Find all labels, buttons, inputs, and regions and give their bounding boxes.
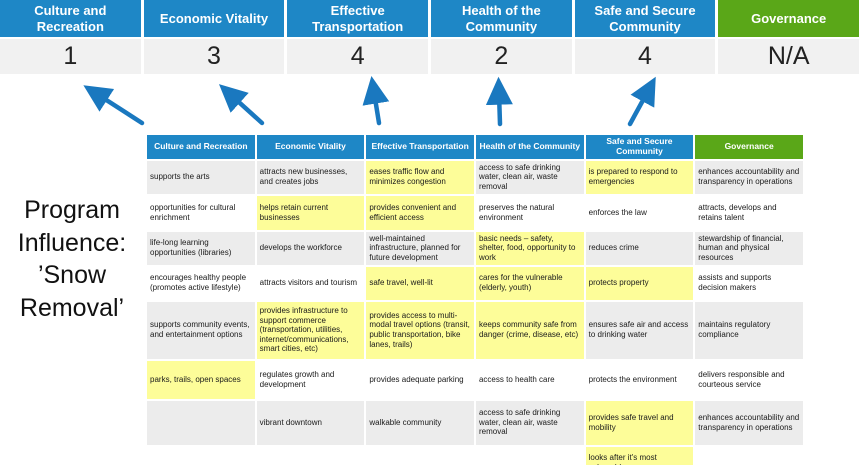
matrix-cell: develops the workforce bbox=[256, 231, 365, 265]
matrix-cell: enhances accountability and transparency… bbox=[695, 160, 803, 194]
matrix-cell: opportunities for cultural enrichment bbox=[147, 195, 255, 230]
matrix-row: supports the arts attracts new businesses… bbox=[147, 160, 803, 194]
matrix-cell: looks after it's most vulnerable bbox=[585, 446, 694, 465]
matrix-cell: supports community events, and entertain… bbox=[147, 301, 255, 359]
matrix-cell bbox=[147, 400, 255, 445]
priority-header-cell: Economic Vitality bbox=[143, 0, 285, 37]
matrix-cell: delivers responsible and courteous servi… bbox=[695, 360, 803, 399]
matrix-cell: regulates growth and development bbox=[256, 360, 365, 399]
matrix-cell: walkable community bbox=[366, 400, 474, 445]
arrow-culture-recreation bbox=[83, 85, 145, 126]
matrix-cell: supports the arts bbox=[147, 160, 255, 194]
priority-header-cell: Culture and Recreation bbox=[0, 0, 141, 37]
matrix-cell: vibrant downtown bbox=[256, 400, 365, 445]
matrix-cell: parks, trails, open spaces bbox=[147, 360, 255, 399]
matrix-cell: cares for the vulnerable (elderly, youth… bbox=[475, 266, 584, 300]
influence-matrix-table: Culture and Recreation Economic Vitality E… bbox=[145, 133, 805, 465]
matrix-cell: enforces the law bbox=[585, 195, 694, 230]
matrix-cell: helps retain current businesses bbox=[256, 195, 365, 230]
matrix-cell: access to health care bbox=[475, 360, 584, 399]
matrix-cell: provides convenient and efficient access bbox=[366, 195, 474, 230]
matrix-cell: is prepared to respond to emergencies bbox=[585, 160, 694, 194]
matrix-cell bbox=[366, 446, 474, 465]
priority-banner: Culture and Recreation Economic Vitality E… bbox=[0, 0, 859, 74]
matrix-cell: enhances accountability and transparency… bbox=[695, 400, 803, 445]
priority-header-cell: Health of the Community bbox=[431, 0, 572, 37]
matrix-row: encourages healthy people (promotes acti… bbox=[147, 266, 803, 300]
arrow-health-community bbox=[485, 76, 513, 127]
matrix-header-cell: Culture and Recreation bbox=[147, 135, 255, 159]
matrix-cell: provides safe travel and mobility bbox=[585, 400, 694, 445]
priority-score-cell: 4 bbox=[574, 39, 716, 74]
matrix-cell: encourages healthy people (promotes acti… bbox=[147, 266, 255, 300]
matrix-cell: safe travel, well-lit bbox=[366, 266, 474, 300]
matrix-cell: access to safe drinking water, clean air… bbox=[475, 160, 584, 194]
matrix-header-cell: Health of the Community bbox=[475, 135, 584, 159]
matrix-cell bbox=[256, 446, 365, 465]
matrix-cell: attracts visitors and tourism bbox=[256, 266, 365, 300]
matrix-row: opportunities for cultural enrichment hel… bbox=[147, 195, 803, 230]
matrix-cell: well-maintained infrastructure, planned … bbox=[366, 231, 474, 265]
matrix-header-cell: Governance bbox=[695, 135, 803, 159]
matrix-cell: life-long learning opportunities (librar… bbox=[147, 231, 255, 265]
priority-score-cell: 2 bbox=[431, 39, 572, 74]
matrix-cell: reduces crime bbox=[585, 231, 694, 265]
matrix-cell: access to safe drinking water, clean air… bbox=[475, 400, 584, 445]
matrix-cell bbox=[475, 446, 584, 465]
matrix-cell: stewardship of financial, human and phys… bbox=[695, 231, 803, 265]
matrix-cell: assists and supports decision makers bbox=[695, 266, 803, 300]
priority-score-cell: 1 bbox=[0, 39, 141, 74]
matrix-row: vibrant downtown walkable community access… bbox=[147, 400, 803, 445]
matrix-cell: attracts, develops and retains talent bbox=[695, 195, 803, 230]
matrix-row: life-long learning opportunities (librar… bbox=[147, 231, 803, 265]
matrix-header-row: Culture and Recreation Economic Vitality E… bbox=[147, 135, 803, 159]
matrix-cell: preserves the natural environment bbox=[475, 195, 584, 230]
matrix-row: looks after it's most vulnerable bbox=[147, 446, 803, 465]
matrix-row: supports community events, and entertain… bbox=[147, 301, 803, 359]
matrix-cell: provides adequate parking bbox=[366, 360, 474, 399]
matrix-header-cell: Economic Vitality bbox=[256, 135, 365, 159]
matrix-cell bbox=[147, 446, 255, 465]
priority-header-cell: Effective Transportation bbox=[287, 0, 428, 37]
arrow-safe-secure-community bbox=[627, 76, 656, 127]
matrix-cell: ensures safe air and access to drinking … bbox=[585, 301, 694, 359]
priority-score-cell: N/A bbox=[718, 39, 859, 74]
matrix-cell: maintains regulatory compliance bbox=[695, 301, 803, 359]
matrix-header-cell: Effective Transportation bbox=[366, 135, 474, 159]
priority-score-cell: 3 bbox=[143, 39, 285, 74]
matrix-cell: attracts new businesses, and creates job… bbox=[256, 160, 365, 194]
arrow-effective-transportation bbox=[362, 76, 390, 126]
matrix-body: supports the arts attracts new businesses… bbox=[147, 160, 803, 465]
matrix-header-cell: Safe and Secure Community bbox=[585, 135, 694, 159]
program-influence-label: Program Influence: ’Snow Removal’ bbox=[17, 196, 127, 322]
matrix-cell bbox=[695, 446, 803, 465]
matrix-cell: provides access to multi-modal travel op… bbox=[366, 301, 474, 359]
matrix-row: parks, trails, open spaces regulates grow… bbox=[147, 360, 803, 399]
matrix-cell: basic needs – safety, shelter, food, opp… bbox=[475, 231, 584, 265]
arrow-economic-vitality bbox=[218, 84, 265, 126]
priority-score-cell: 4 bbox=[287, 39, 428, 74]
matrix-cell: protects property bbox=[585, 266, 694, 300]
matrix-cell: provides infrastructure to support comme… bbox=[256, 301, 365, 359]
priority-header-cell: Governance bbox=[718, 0, 859, 37]
priority-header-cell: Safe and Secure Community bbox=[574, 0, 716, 37]
matrix-cell: eases traffic flow and minimizes congest… bbox=[366, 160, 474, 194]
matrix-cell: keeps community safe from danger (crime,… bbox=[475, 301, 584, 359]
matrix-cell: protects the environment bbox=[585, 360, 694, 399]
